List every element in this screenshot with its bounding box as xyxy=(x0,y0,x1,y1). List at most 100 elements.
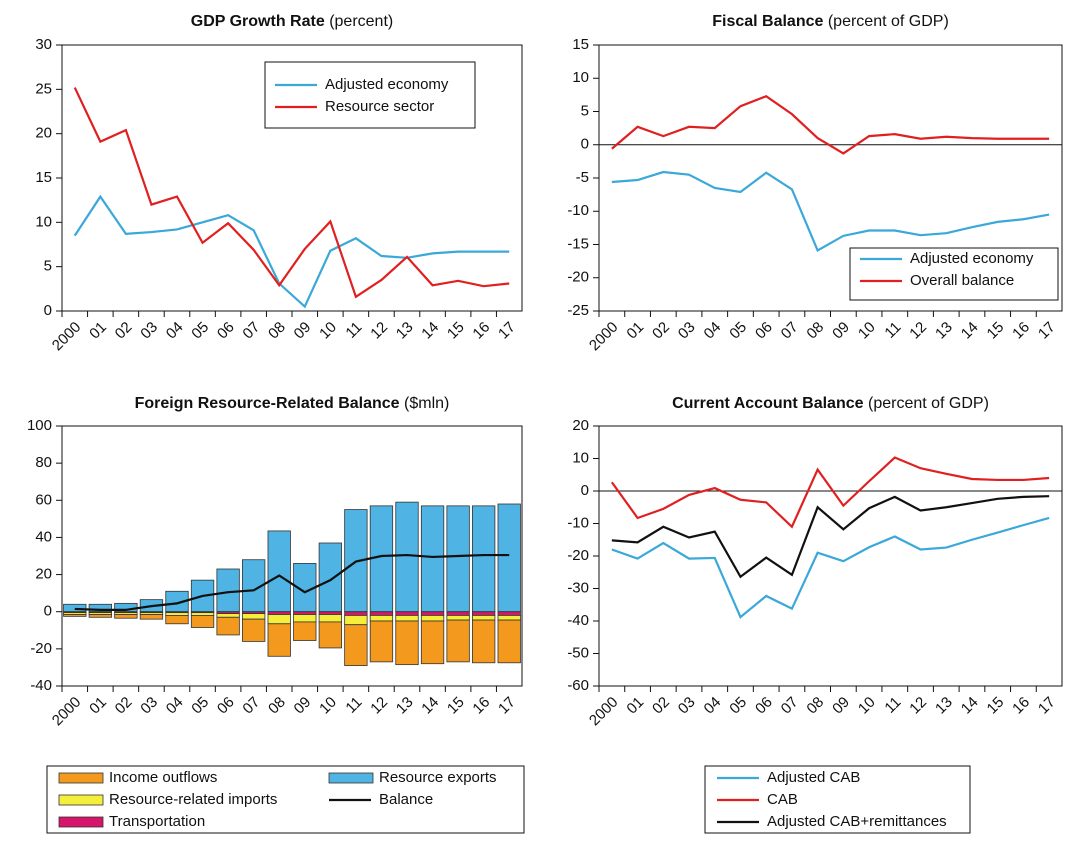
x-tick-label: 03 xyxy=(675,694,699,718)
legend-label: Resource-related imports xyxy=(109,791,277,808)
x-tick-label: 06 xyxy=(214,694,238,718)
x-tick-label: 01 xyxy=(86,694,110,718)
bar xyxy=(446,505,470,613)
bar xyxy=(267,530,291,613)
legend-swatch xyxy=(58,772,104,784)
y-tick-label: 30 xyxy=(35,36,52,53)
x-tick-label: 12 xyxy=(906,319,930,343)
bar xyxy=(88,614,112,618)
x-tick-label: 15 xyxy=(444,694,468,718)
y-tick-label: 15 xyxy=(572,36,589,53)
bar xyxy=(472,611,496,616)
bar xyxy=(318,614,342,623)
y-tick-label: 5 xyxy=(44,258,52,275)
y-tick-label: 20 xyxy=(35,566,52,583)
legend-label: Overall balance xyxy=(910,272,1014,289)
line-series xyxy=(611,495,1050,579)
bar xyxy=(395,620,419,666)
bar xyxy=(420,615,445,622)
x-tick-label: 08 xyxy=(265,319,289,343)
x-tick-label: 14 xyxy=(418,694,442,718)
legend-label: Adjusted economy xyxy=(325,76,449,93)
x-tick-label: 09 xyxy=(829,319,853,343)
y-tick-label: 100 xyxy=(27,417,52,434)
x-tick-label: 07 xyxy=(778,694,802,718)
x-tick-label: 17 xyxy=(495,694,519,718)
x-tick-label: 01 xyxy=(623,319,647,343)
y-tick-label: -20 xyxy=(567,547,589,564)
x-tick-label: 12 xyxy=(367,694,391,718)
x-tick-label: 07 xyxy=(239,319,263,343)
x-tick-label: 11 xyxy=(342,694,365,717)
y-tick-label: 15 xyxy=(35,169,52,186)
x-tick-label: 06 xyxy=(214,319,238,343)
bar xyxy=(242,613,266,620)
bar xyxy=(395,611,419,616)
x-tick-label: 08 xyxy=(803,694,827,718)
bar xyxy=(267,611,291,615)
bar xyxy=(420,620,445,665)
x-tick-label: 07 xyxy=(239,694,263,718)
bar xyxy=(114,614,138,619)
x-tick-label: 04 xyxy=(163,694,187,718)
x-tick-label: 14 xyxy=(958,694,982,718)
x-tick-label: 04 xyxy=(701,694,725,718)
y-tick-label: -40 xyxy=(567,612,589,629)
bar xyxy=(472,619,496,664)
bar xyxy=(344,615,368,626)
x-tick-label: 16 xyxy=(469,694,493,718)
y-tick-label: 60 xyxy=(35,491,52,508)
legend-label: Balance xyxy=(379,791,433,808)
x-tick-label: 12 xyxy=(906,694,930,718)
y-tick-label: -30 xyxy=(567,579,589,596)
y-tick-label: 20 xyxy=(35,125,52,142)
chart-title: Foreign Resource-Related Balance ($mln) xyxy=(135,395,450,412)
y-tick-label: -5 xyxy=(576,169,589,186)
chart-title-main: Current Account Balance xyxy=(672,395,864,412)
y-tick-label: -60 xyxy=(567,677,589,694)
legend-label: Income outflows xyxy=(109,769,217,786)
x-tick-label: 16 xyxy=(1009,694,1033,718)
legend-box xyxy=(46,765,525,834)
x-tick-label: 15 xyxy=(984,319,1008,343)
line-series xyxy=(611,170,1050,253)
bar xyxy=(190,612,215,616)
bar xyxy=(472,615,496,621)
x-tick-label: 11 xyxy=(342,319,365,342)
x-tick-label: 02 xyxy=(112,319,136,343)
y-tick-label: 10 xyxy=(35,213,52,230)
bar xyxy=(293,614,317,623)
legend-label: Transportation xyxy=(109,813,205,830)
chart-subtitle: ($mln) xyxy=(404,395,449,412)
y-tick-label: -50 xyxy=(567,644,589,661)
x-tick-label: 08 xyxy=(803,319,827,343)
x-tick-label: 06 xyxy=(752,319,776,343)
x-tick-label: 15 xyxy=(984,694,1008,718)
y-tick-label: 20 xyxy=(572,417,589,434)
x-tick-label: 16 xyxy=(469,319,493,343)
y-tick-label: 10 xyxy=(572,69,589,86)
bar xyxy=(318,621,342,649)
chart-title: Current Account Balance (percent of GDP) xyxy=(672,395,989,412)
bar xyxy=(267,623,291,657)
bar xyxy=(242,618,266,642)
x-tick-label: 02 xyxy=(649,319,673,343)
bar xyxy=(293,621,317,641)
bar xyxy=(395,615,419,622)
y-tick-label: -40 xyxy=(30,677,52,694)
x-tick-label: 01 xyxy=(623,694,647,718)
x-tick-label: 17 xyxy=(1035,694,1059,718)
chart-title: GDP Growth Rate (percent) xyxy=(191,13,393,30)
chart-subtitle: (percent) xyxy=(329,13,393,30)
x-tick-label: 2000 xyxy=(49,319,85,355)
legend-box xyxy=(264,61,476,129)
x-tick-label: 05 xyxy=(188,319,212,343)
y-tick-label: 0 xyxy=(581,482,589,499)
legend-label: Adjusted CAB xyxy=(767,769,860,786)
legend-label: Resource exports xyxy=(379,769,497,786)
x-tick-label: 10 xyxy=(855,319,879,343)
x-tick-label: 02 xyxy=(112,694,136,718)
bar xyxy=(472,505,496,613)
